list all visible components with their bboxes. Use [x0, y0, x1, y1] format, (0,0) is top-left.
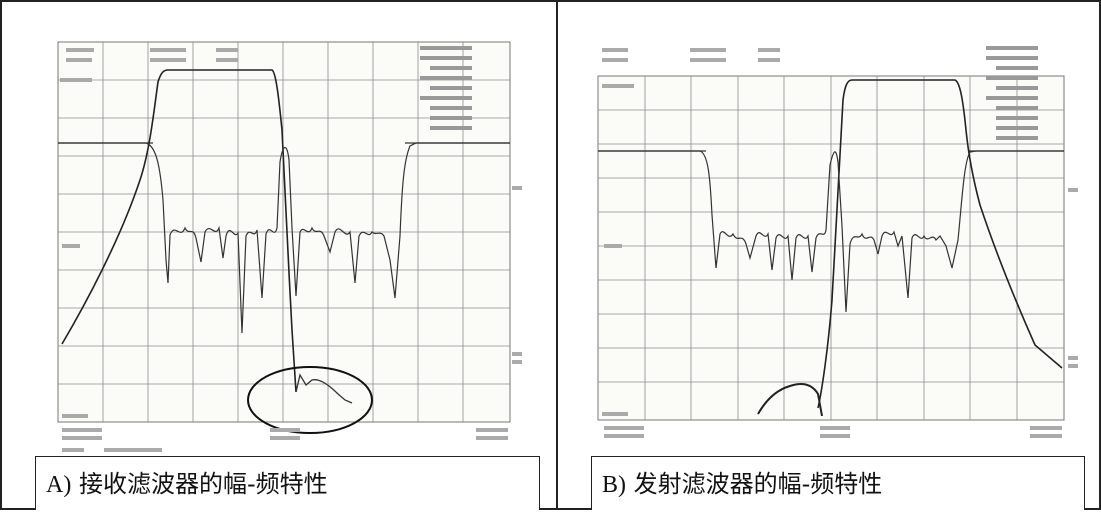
panel-b-stopband-trace	[757, 383, 823, 417]
panel-a-highlight-ellipse	[247, 366, 373, 434]
panel-b-pass-trace	[817, 79, 1063, 409]
panel-a-stopband-trace	[295, 373, 353, 404]
panel-a-caption-title: 接收滤波器的幅-频特性	[78, 470, 328, 498]
panel-a-ripple-trace	[58, 142, 510, 334]
panel-a-caption: A) 接收滤波器的幅-频特性	[35, 456, 540, 510]
panel-a-scan-annotations	[60, 46, 522, 452]
panel-b-caption-prefix: B)	[602, 472, 626, 498]
panel-a-plot	[57, 41, 522, 452]
panel-a-caption-prefix: A)	[46, 472, 72, 498]
panel-b-plot	[597, 46, 1078, 438]
panel-b-ripple-trace	[598, 150, 1064, 313]
panel-a-pass-trace	[61, 69, 297, 393]
panel-b-caption-title: 发射滤波器的幅-频特性	[633, 470, 883, 498]
panel-b-caption: B) 发射滤波器的幅-频特性	[591, 456, 1085, 510]
panel-b-scan-annotations	[602, 46, 1078, 438]
